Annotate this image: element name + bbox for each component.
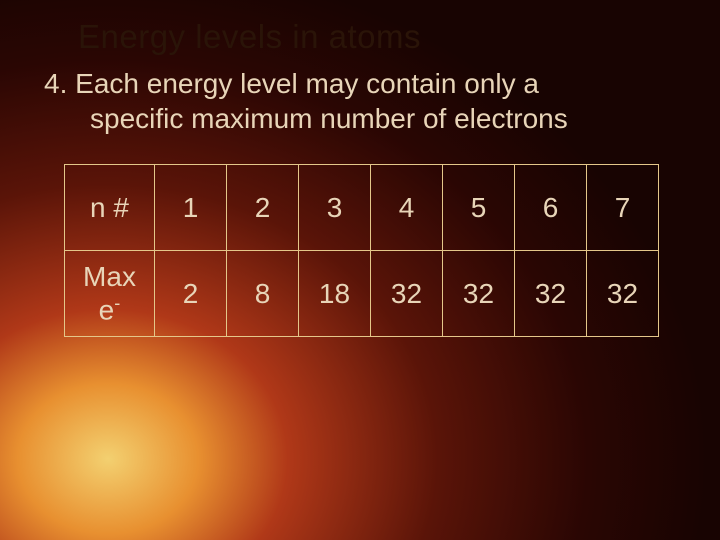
table-header-cell: n #	[65, 165, 155, 251]
body-line-1: Each energy level may contain only a	[75, 68, 539, 99]
table-cell: 2	[227, 165, 299, 251]
slide: Energy levels in atoms 4. Each energy le…	[0, 0, 720, 540]
table-cell: 4	[371, 165, 443, 251]
table-cell: 5	[443, 165, 515, 251]
table-cell: 32	[515, 251, 587, 337]
table-cell: 6	[515, 165, 587, 251]
table-header-cell: Maxe-	[65, 251, 155, 337]
table-cell: 7	[587, 165, 659, 251]
list-number: 4.	[44, 66, 67, 101]
table-cell: 18	[299, 251, 371, 337]
body-paragraph: 4. Each energy level may contain only a …	[44, 66, 684, 136]
table-row: n # 1 2 3 4 5 6 7	[65, 165, 659, 251]
energy-level-table: n # 1 2 3 4 5 6 7 Maxe- 2 8 18 32 32 32 …	[64, 164, 659, 337]
slide-title: Energy levels in atoms	[78, 18, 684, 56]
table-cell: 32	[443, 251, 515, 337]
table-cell: 8	[227, 251, 299, 337]
table-cell: 2	[155, 251, 227, 337]
table-row: Maxe- 2 8 18 32 32 32 32	[65, 251, 659, 337]
body-line-2: specific maximum number of electrons	[90, 101, 684, 136]
table-cell: 3	[299, 165, 371, 251]
table-cell: 32	[371, 251, 443, 337]
table-cell: 32	[587, 251, 659, 337]
table-cell: 1	[155, 165, 227, 251]
